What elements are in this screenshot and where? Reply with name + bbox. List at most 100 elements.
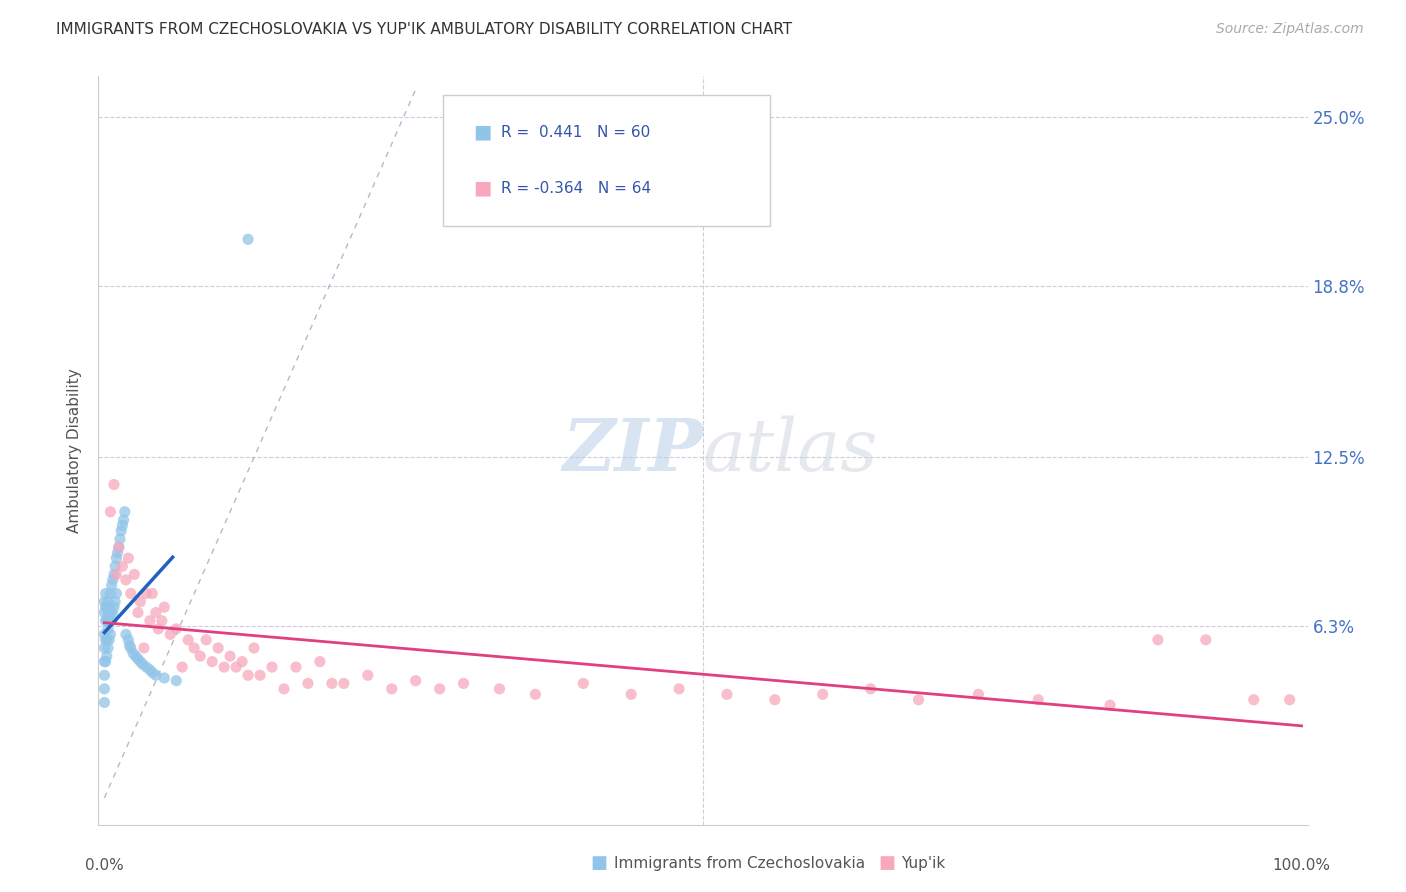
Point	[967, 687, 990, 701]
Point	[145, 606, 167, 620]
Point	[297, 676, 319, 690]
Point	[97, 622, 120, 636]
Point	[94, 655, 117, 669]
Point	[100, 627, 122, 641]
Point	[236, 668, 259, 682]
Point	[104, 559, 127, 574]
Point	[111, 559, 134, 574]
Text: IMMIGRANTS FROM CZECHOSLOVAKIA VS YUP'IK AMBULATORY DISABILITY CORRELATION CHART: IMMIGRANTS FROM CZECHOSLOVAKIA VS YUP'IK…	[56, 22, 793, 37]
Point	[231, 655, 253, 669]
Point	[321, 676, 343, 690]
Point	[243, 640, 266, 655]
Point	[225, 660, 247, 674]
Point	[93, 655, 115, 669]
Point	[93, 681, 115, 696]
Point	[104, 595, 127, 609]
Point	[165, 622, 187, 636]
Point	[1278, 692, 1301, 706]
Point	[195, 632, 218, 647]
Point	[100, 606, 122, 620]
Point	[183, 640, 205, 655]
Point	[108, 532, 131, 546]
Point	[103, 600, 125, 615]
Point	[110, 524, 132, 538]
Point	[127, 606, 149, 620]
Point	[153, 600, 176, 615]
Point	[112, 513, 135, 527]
Point	[93, 627, 115, 641]
Point	[1026, 692, 1049, 706]
Text: ■: ■	[474, 178, 492, 198]
Point	[145, 668, 167, 682]
Point	[100, 505, 122, 519]
Point	[668, 681, 690, 696]
Point	[716, 687, 738, 701]
Point	[94, 614, 117, 628]
Point	[201, 655, 224, 669]
Point	[524, 687, 547, 701]
Point	[93, 640, 115, 655]
Text: Yup'ik: Yup'ik	[901, 856, 945, 871]
Point	[93, 606, 115, 620]
Point	[284, 660, 307, 674]
Point	[103, 567, 125, 582]
Text: 100.0%: 100.0%	[1272, 858, 1330, 872]
Point	[219, 649, 242, 664]
Point	[94, 632, 117, 647]
Text: atlas: atlas	[703, 415, 879, 486]
Point	[115, 573, 138, 587]
Point	[811, 687, 834, 701]
Point	[907, 692, 929, 706]
Point	[100, 586, 122, 600]
Point	[93, 696, 115, 710]
Point	[141, 665, 163, 680]
Point	[429, 681, 451, 696]
Point	[309, 655, 332, 669]
Point	[94, 586, 117, 600]
Point	[94, 600, 117, 615]
Point	[132, 640, 155, 655]
Point	[207, 640, 229, 655]
Y-axis label: Ambulatory Disability: Ambulatory Disability	[67, 368, 83, 533]
Point	[620, 687, 643, 701]
Text: Immigrants from Czechoslovakia: Immigrants from Czechoslovakia	[614, 856, 866, 871]
Point	[172, 660, 194, 674]
Text: ■: ■	[879, 855, 896, 872]
Point	[859, 681, 882, 696]
Point	[107, 540, 129, 554]
Point	[105, 567, 128, 582]
Point	[97, 608, 120, 623]
Point	[153, 671, 176, 685]
Point	[405, 673, 427, 688]
Point	[107, 546, 129, 560]
Point	[132, 657, 155, 672]
Point	[96, 632, 118, 647]
Point	[120, 586, 142, 600]
Point	[124, 567, 146, 582]
Point	[1195, 632, 1218, 647]
Point	[117, 551, 139, 566]
Point	[148, 622, 170, 636]
Point	[115, 627, 138, 641]
Point	[96, 649, 118, 664]
Text: Source: ZipAtlas.com: Source: ZipAtlas.com	[1216, 22, 1364, 37]
Point	[97, 640, 120, 655]
Point	[1243, 692, 1265, 706]
Point	[114, 505, 136, 519]
Text: ZIP: ZIP	[562, 415, 703, 486]
Point	[572, 676, 595, 690]
Point	[96, 614, 118, 628]
Text: R = -0.364   N = 64: R = -0.364 N = 64	[501, 181, 651, 195]
Point	[159, 627, 181, 641]
Point	[135, 660, 157, 674]
Point	[105, 551, 128, 566]
Point	[98, 632, 121, 647]
Point	[129, 655, 152, 669]
FancyBboxPatch shape	[443, 95, 769, 226]
Point	[101, 606, 124, 620]
Point	[120, 640, 142, 655]
Point	[141, 586, 163, 600]
Text: R =  0.441   N = 60: R = 0.441 N = 60	[501, 125, 651, 139]
Point	[117, 632, 139, 647]
Point	[273, 681, 295, 696]
